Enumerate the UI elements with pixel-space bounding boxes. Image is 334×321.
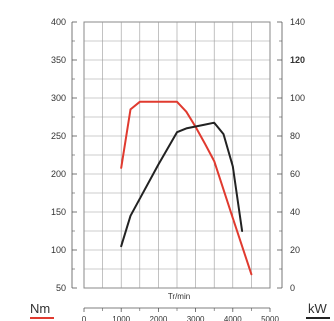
left-unit-label: Nm (30, 301, 50, 316)
right-tick-label: 60 (290, 169, 300, 179)
left-tick-label: 350 (51, 55, 66, 65)
right-tick-label: 20 (290, 245, 300, 255)
right-unit-label: kW (308, 301, 328, 316)
left-tick-label: 300 (51, 93, 66, 103)
right-axis-ticks: 0 20 40 60 80 100 120 140 (277, 17, 305, 293)
right-tick-label: 120 (290, 55, 305, 65)
x-tick-label: 5000 (261, 315, 279, 321)
right-tick-label: 0 (290, 283, 295, 293)
left-tick-label: 150 (51, 207, 66, 217)
left-tick-label: 50 (56, 283, 66, 293)
power-kw-line (120, 121, 244, 248)
left-tick-label: 200 (51, 169, 66, 179)
series-layer (120, 100, 253, 276)
x-axis-label: Tr/min (168, 292, 190, 301)
right-tick-label: 40 (290, 207, 300, 217)
left-axis-ticks: 50 100 150 200 250 300 350 400 (51, 17, 77, 293)
x-tick-label: 4000 (224, 315, 242, 321)
left-tick-label: 100 (51, 245, 66, 255)
x-tick-label: 2000 (150, 315, 168, 321)
x-tick-label: 3000 (187, 315, 205, 321)
right-tick-label: 140 (290, 17, 305, 27)
right-tick-label: 100 (290, 93, 305, 103)
x-tick-label: 0 (82, 315, 87, 321)
left-tick-label: 250 (51, 131, 66, 141)
x-axis-ticks: 0 1000 2000 3000 4000 5000 (82, 307, 279, 321)
x-tick-label: 1000 (112, 315, 130, 321)
left-tick-label: 400 (51, 17, 66, 27)
torque-nm-line (120, 100, 253, 276)
right-tick-label: 80 (290, 131, 300, 141)
